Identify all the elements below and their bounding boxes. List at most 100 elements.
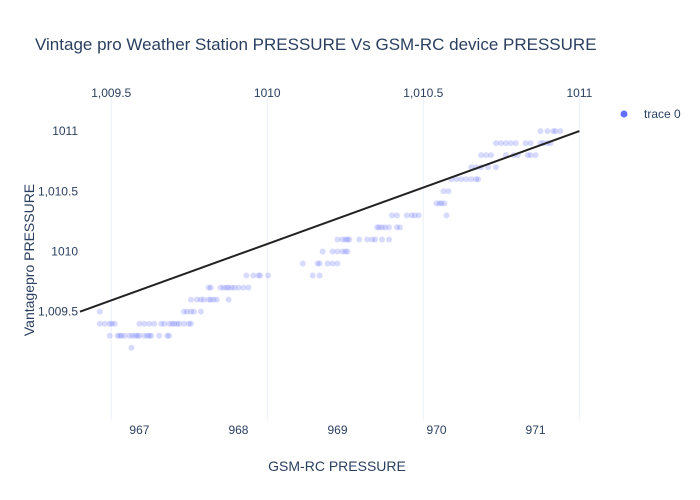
data-point [436,200,443,207]
data-point [118,332,125,339]
top-tick-label: 1,010.5 [403,86,443,100]
data-point [141,332,148,339]
data-point [364,236,371,243]
data-point [379,236,386,243]
data-point [129,332,136,339]
y-tick-label: 1011 [52,124,78,138]
data-point [197,296,204,303]
y-tick-label: 1,009.5 [38,305,78,319]
data-point [552,128,559,135]
scatter-points [96,128,564,351]
data-point [243,272,250,279]
data-point [544,128,551,135]
data-point [141,320,148,327]
data-point [393,212,400,219]
data-point [121,332,128,339]
top-axis-ticks: 1,009.5 1010 1,010.5 1011 [91,86,592,100]
data-point [314,260,321,267]
data-point [468,176,475,183]
data-point [161,320,168,327]
data-point [187,296,194,303]
data-point [329,260,336,267]
data-point [379,224,386,231]
data-point [136,332,143,339]
data-point [344,236,351,243]
data-point [344,248,351,255]
data-point [151,320,158,327]
data-point [205,296,212,303]
data-point [557,128,564,135]
data-point [197,308,204,315]
data-point [299,260,306,267]
data-point [524,152,531,159]
data-point [473,176,480,183]
data-point [502,140,509,147]
data-point [497,140,504,147]
data-point [443,212,450,219]
data-point [114,332,121,339]
data-point [257,272,264,279]
x-tick-label: 968 [228,423,248,437]
data-point [210,296,217,303]
data-point [334,260,341,267]
data-point [136,320,143,327]
data-point [396,224,403,231]
top-tick-label: 1011 [566,86,592,100]
data-point [478,152,485,159]
data-point [183,308,190,315]
data-point [334,236,341,243]
data-point [374,224,381,231]
data-point [132,332,139,339]
data-point [334,248,341,255]
data-point [342,236,349,243]
data-point [463,176,470,183]
data-point [532,152,539,159]
data-point [217,284,224,291]
data-point [265,272,272,279]
series-line [79,130,580,313]
y-tick-label: 1010 [51,244,78,258]
data-point [319,248,326,255]
data-point [438,200,445,207]
x-tick-label: 971 [526,423,546,437]
data-point [190,308,197,315]
x-tick-label: 967 [129,423,149,437]
data-point [255,272,262,279]
data-point [235,284,242,291]
data-point [324,260,331,267]
data-point [158,320,165,327]
data-point [458,176,465,183]
top-tick-label: 1010 [254,86,281,100]
data-point [106,332,113,339]
data-point [445,188,452,195]
data-point [386,236,392,243]
data-point [240,284,247,291]
data-point [111,320,118,327]
data-point [96,308,103,315]
data-point [164,332,171,339]
data-point [176,320,183,327]
data-point [537,128,544,135]
left-axis-ticks: 1,009.5 1010 1,010.5 1011 [38,124,78,319]
data-point [225,284,232,291]
legend[interactable]: trace 0 [620,107,682,121]
data-point [101,320,108,327]
x-tick-label: 970 [427,423,447,437]
data-point [408,212,415,219]
data-point [342,248,349,255]
data-point [116,332,123,339]
legend-marker [620,110,628,118]
data-point [96,320,103,327]
data-point [205,284,212,291]
x-tick-label: 969 [327,423,347,437]
data-point [146,320,153,327]
data-point [382,224,389,231]
data-point [309,272,316,279]
chart-title: Vintage pro Weather Station PRESSURE Vs … [35,35,597,54]
data-point [185,320,192,327]
data-point [207,296,214,303]
data-point [171,320,178,327]
data-point [415,212,422,219]
data-point [339,248,346,255]
